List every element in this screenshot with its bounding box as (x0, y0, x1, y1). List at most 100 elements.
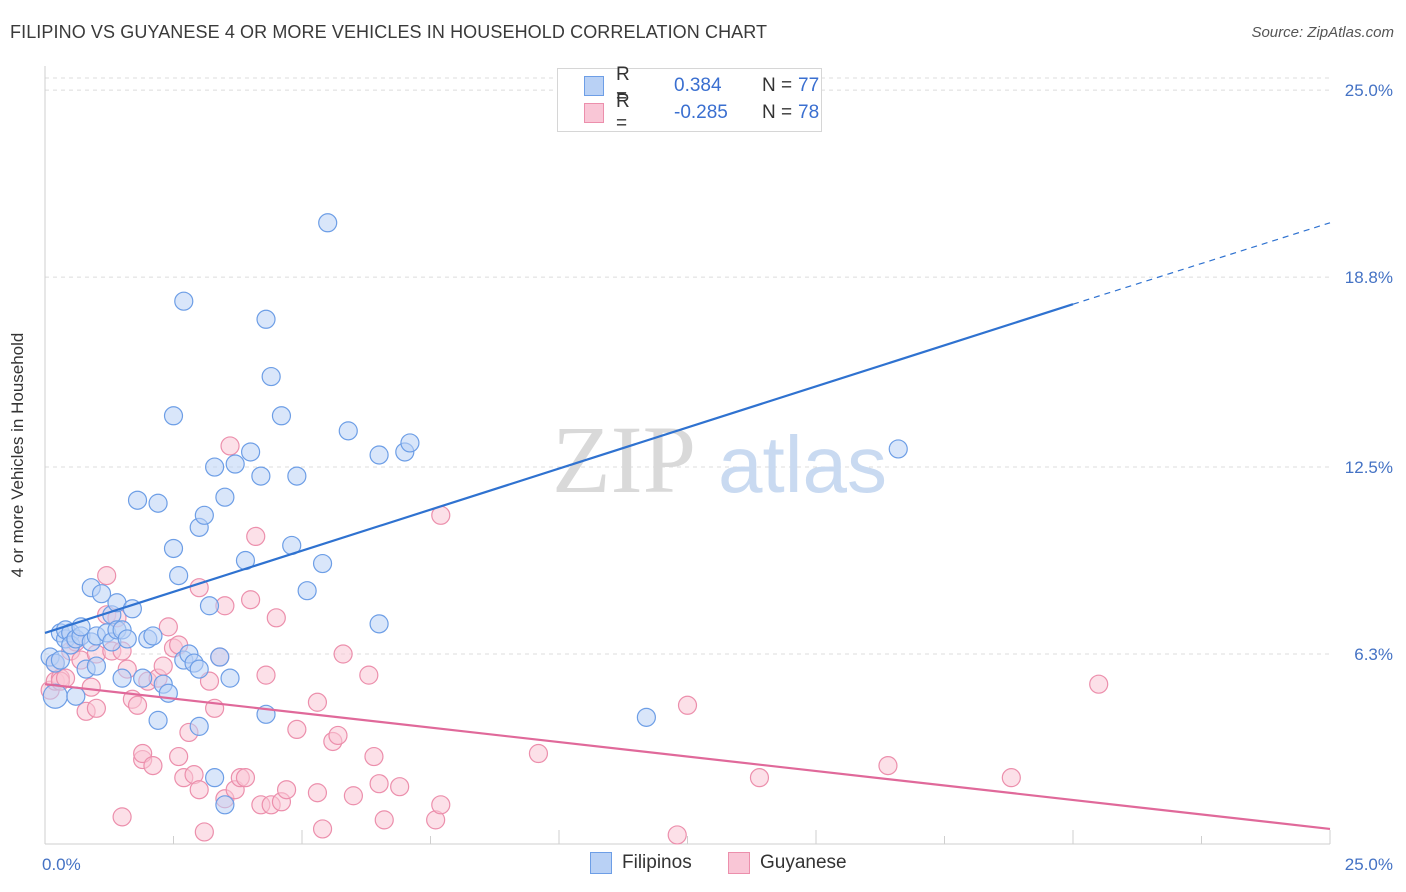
chart-title: FILIPINO VS GUYANESE 4 OR MORE VEHICLES … (10, 22, 768, 42)
filipinos-point (148, 710, 168, 730)
filipinos-point (133, 668, 153, 688)
source-credit: Source: ZipAtlas.com (1251, 24, 1394, 41)
guyanese-point (287, 719, 307, 740)
filipinos-point (251, 466, 271, 486)
axes (44, 66, 1331, 845)
guyanese-point (276, 780, 297, 800)
legend-n-value: 77 (798, 75, 820, 96)
filipinos-point (225, 454, 245, 474)
filipinos-legend-label: Filipinos (622, 852, 692, 873)
filipinos-point (241, 442, 261, 462)
guyanese-point (390, 777, 410, 797)
trend-lines (44, 222, 1331, 831)
filipinos-point (112, 668, 132, 688)
y-tick-label: 25.0% (1345, 81, 1393, 100)
watermark-atlas: atlas (718, 420, 887, 509)
filipinos-point (318, 213, 338, 233)
guyanese-point (143, 755, 163, 776)
filipinos-trend-extension (1072, 222, 1331, 305)
y-tick-label: 12.5% (1345, 458, 1393, 477)
legend-n-label: N = (762, 75, 793, 96)
filipinos-point (369, 614, 389, 634)
guyanese-legend-label: Guyanese (760, 852, 847, 873)
filipinos-point (189, 659, 209, 679)
guyanese-point (81, 677, 101, 697)
guyanese-point (431, 795, 451, 815)
guyanese-point (127, 695, 148, 715)
watermark-zip: ZIP (552, 406, 696, 513)
guyanese-point (153, 656, 173, 676)
guyanese-point (333, 644, 353, 664)
filipinos-point (199, 596, 220, 616)
correlation-legend: R = 0.384 N = 77 R = -0.285 N = 78 (557, 64, 822, 134)
guyanese-legend-swatch (728, 852, 750, 874)
filipinos-point (50, 650, 71, 670)
bottom-legend-guyanese: Guyanese (728, 852, 847, 874)
guyanese-point (194, 822, 214, 842)
guyanese-trend-line (44, 683, 1331, 831)
guyanese-point (374, 810, 394, 830)
guyanese-point (528, 743, 549, 764)
filipinos-point (287, 466, 307, 486)
filipinos-point (400, 433, 420, 453)
guyanese-point (364, 746, 384, 767)
guyanese-point (667, 825, 687, 845)
filipinos-point (174, 291, 194, 311)
guyanese-point (158, 617, 178, 637)
filipinos-point (210, 647, 230, 667)
x-tick-label-max: 25.0% (1345, 855, 1393, 874)
guyanese-point (241, 590, 261, 610)
guyanese-point (677, 695, 698, 715)
legend-r-label: R = (616, 64, 630, 107)
guyanese-point (369, 774, 389, 794)
guyanese-point (235, 768, 256, 788)
filipinos-point (66, 686, 86, 706)
legend-n-value: 78 (798, 102, 820, 123)
y-tick-label: 18.8% (1345, 268, 1393, 287)
legend-r-value: -0.285 (674, 102, 728, 123)
filipinos-point (338, 421, 358, 441)
bottom-legend-filipinos: Filipinos (590, 852, 692, 874)
guyanese-swatch (584, 103, 604, 123)
guyanese-point (97, 566, 117, 586)
x-tick-label-min: 0.0% (42, 855, 81, 874)
legend-r-value: 0.384 (674, 75, 722, 96)
filipinos-point (369, 445, 389, 465)
filipinos-point (215, 487, 235, 507)
guyanese-point (1001, 768, 1021, 788)
tick-labels: 6.3% 12.5% 18.8% 25.0% 0.0% 25.0% (42, 81, 1393, 874)
guyanese-point (266, 608, 286, 628)
guyanese-point (312, 819, 333, 839)
filipinos-point (256, 309, 276, 329)
filipinos-point (117, 629, 137, 649)
guyanese-point (220, 436, 240, 456)
guyanese-point (256, 665, 276, 685)
y-tick-label: 6.3% (1354, 645, 1393, 664)
guyanese-point (169, 746, 189, 767)
filipinos-point (220, 668, 240, 688)
guyanese-point (307, 783, 328, 803)
filipinos-point (169, 566, 189, 586)
filipinos-point (205, 768, 225, 788)
legend-n-label: N = (762, 102, 793, 123)
filipinos-point (163, 406, 184, 426)
filipinos-point (205, 457, 225, 477)
filipinos-point (148, 493, 168, 513)
guyanese-point (343, 786, 363, 806)
filipinos-point (143, 626, 163, 646)
filipinos-point (189, 716, 209, 736)
legend-r-label: R = (616, 91, 630, 134)
guyanese-point (749, 768, 770, 788)
filipinos-trend-line (44, 303, 1074, 634)
filipinos-point (888, 439, 908, 459)
filipinos-point (261, 366, 281, 387)
filipinos-point (312, 553, 333, 574)
filipinos-point (42, 683, 68, 709)
filipinos-swatch (584, 76, 604, 96)
guyanese-point (246, 526, 266, 547)
guyanese-point (86, 698, 107, 718)
guyanese-point (189, 780, 209, 800)
filipinos-point (271, 406, 292, 426)
guyanese-point (307, 692, 328, 712)
